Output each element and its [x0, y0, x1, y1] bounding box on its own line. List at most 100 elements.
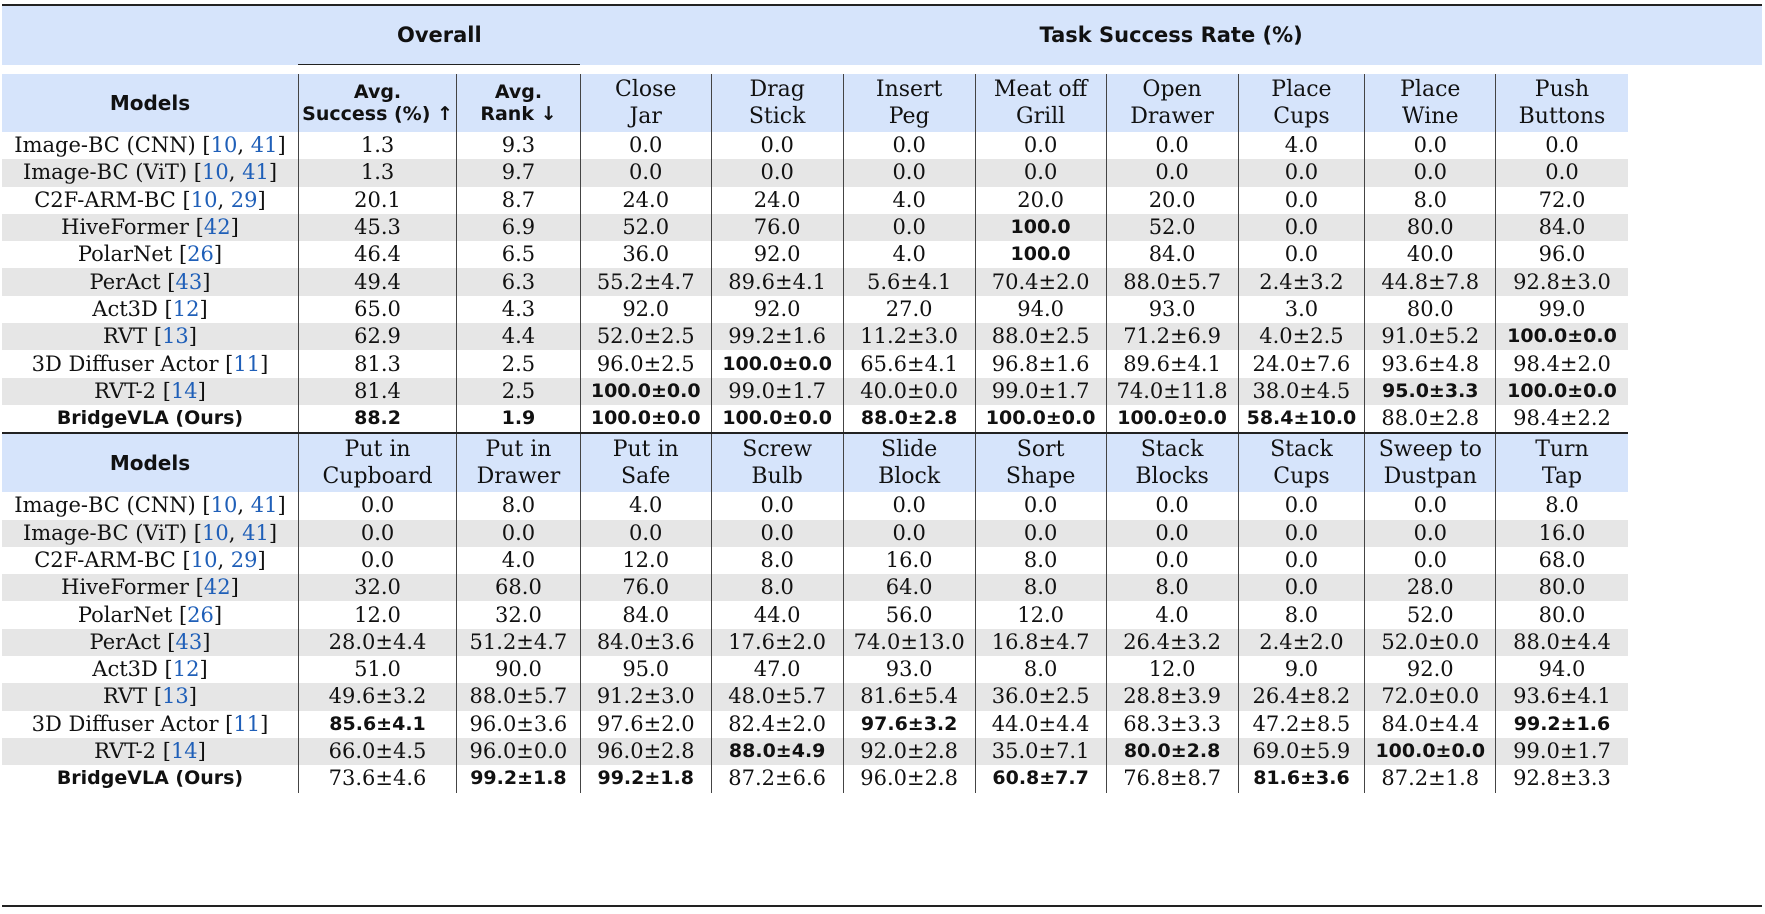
value-cell: 96.0±3.6 — [456, 710, 581, 738]
value-cell: 80.0 — [1364, 213, 1496, 242]
task-group-label: Task Success Rate (%) — [580, 6, 1762, 65]
value-cell: 0.0 — [579, 519, 712, 547]
task-column-header: Insert Peg — [842, 74, 976, 132]
table-row: HiveFormer [42] 45.3 6.9 52.0 76.0 0.0 100.0 52… — [2, 213, 1762, 242]
citation-link[interactable]: 10 — [210, 133, 238, 158]
value-cell: 84.0 — [579, 601, 712, 629]
model-name-cell: C2F-ARM-BC [10, 29] — [34, 548, 266, 572]
value-cell: 28.0 — [1364, 574, 1496, 602]
table-row: BridgeVLA (Ours) 88.2 1.9 100.0±0.0 100.0±0.… — [2, 404, 1762, 435]
value-cell: 68.0 — [456, 574, 581, 602]
citation-link[interactable]: 43 — [175, 269, 203, 294]
value-cell: 81.6±5.4 — [842, 683, 976, 711]
value-cell: 8.0 — [1105, 574, 1239, 602]
citation-link[interactable]: 11 — [233, 351, 261, 376]
value-cell: 100.0±0.0 — [710, 350, 844, 378]
value-cell: 1.3 — [297, 132, 457, 160]
value-cell: 100.0 — [974, 213, 1107, 242]
value-cell: 2.5 — [456, 350, 581, 378]
citation-link[interactable]: 10 — [190, 548, 218, 572]
value-cell: 12.0 — [974, 601, 1107, 629]
models-column-header: Models — [2, 74, 299, 132]
citation-link[interactable]: 43 — [175, 629, 203, 654]
value-cell: 73.6±4.6 — [297, 765, 457, 793]
value-cell: 0.0 — [297, 519, 457, 547]
value-cell: 88.0±5.7 — [456, 683, 581, 711]
task-column-header: Push Buttons — [1495, 74, 1628, 132]
value-cell: 55.2±4.7 — [579, 268, 712, 296]
table-row: RVT [13] 62.9 4.4 52.0±2.5 99.2±1.6 11.2±3.0 8… — [2, 323, 1762, 351]
value-cell: 87.2±6.6 — [710, 765, 844, 793]
citation-link[interactable]: 12 — [172, 296, 200, 321]
value-cell: 0.0 — [579, 132, 712, 160]
value-cell: 81.3 — [297, 350, 457, 378]
citation-link[interactable]: 10 — [210, 493, 238, 518]
model-name-cell: Act3D [12] — [92, 296, 208, 321]
value-cell: 6.9 — [456, 213, 581, 242]
citation-link[interactable]: 29 — [230, 187, 258, 212]
value-cell: 80.0 — [1495, 601, 1628, 629]
table-row: Image-BC (CNN) [10, 41] 0.0 8.0 4.0 0.0 0.0 0.… — [2, 492, 1762, 520]
value-cell: 17.6±2.0 — [710, 628, 844, 657]
value-cell: 0.0 — [842, 132, 976, 160]
value-cell: 36.0±2.5 — [974, 683, 1107, 711]
value-cell: 12.0 — [579, 546, 712, 575]
value-cell: 8.0 — [1364, 186, 1496, 214]
citation-link[interactable]: 42 — [203, 575, 231, 600]
value-cell: 80.0±2.8 — [1105, 737, 1239, 766]
citation-link[interactable]: 42 — [203, 215, 231, 240]
citation-link[interactable]: 14 — [170, 739, 198, 764]
table-row: PolarNet [26] 46.4 6.5 36.0 92.0 4.0 100.0 84.0… — [2, 241, 1762, 269]
citation-link[interactable]: 12 — [172, 657, 200, 682]
value-cell: 6.3 — [456, 268, 581, 296]
citation-link[interactable]: 41 — [242, 160, 269, 185]
value-cell: 8.0 — [974, 546, 1107, 575]
citation-link[interactable]: 14 — [170, 378, 198, 403]
value-cell: 1.3 — [297, 159, 457, 187]
value-cell: 9.0 — [1237, 656, 1365, 684]
value-cell: 49.6±3.2 — [297, 683, 457, 711]
citation-link[interactable]: 11 — [233, 711, 261, 736]
value-cell: 0.0 — [710, 519, 844, 547]
task-column-header: Slide Block — [842, 432, 976, 493]
value-cell: 74.0±13.0 — [842, 628, 976, 657]
citation-link[interactable]: 26 — [187, 242, 214, 267]
citation-link[interactable]: 13 — [162, 684, 189, 709]
model-name-cell: Image-BC (CNN) [10, 41] — [14, 133, 286, 158]
value-cell: 26.4±8.2 — [1237, 683, 1365, 711]
value-cell: 4.0 — [1105, 601, 1239, 629]
task-column-header: Drag Stick — [710, 74, 844, 132]
value-cell: 81.4 — [297, 377, 457, 405]
task-column-header: Place Wine — [1364, 74, 1496, 132]
value-cell: 12.0 — [297, 601, 457, 629]
citation-link[interactable]: 10 — [190, 187, 218, 212]
table-row: Image-BC (CNN) [10, 41] 1.3 9.3 0.0 0.0 0.0 0.… — [2, 132, 1762, 160]
value-cell: 40.0±0.0 — [842, 377, 976, 405]
model-name-cell: PolarNet [26] — [77, 242, 223, 267]
model-name-cell: Image-BC (ViT) [10, 41] — [2, 159, 299, 187]
value-cell: 91.0±5.2 — [1364, 323, 1496, 351]
citation-link[interactable]: 41 — [250, 133, 278, 158]
value-cell: 88.0±4.4 — [1495, 628, 1628, 657]
value-cell: 28.8±3.9 — [1105, 683, 1239, 711]
value-cell: 5.6±4.1 — [842, 268, 976, 296]
task-column-header: Sort Shape — [974, 432, 1107, 493]
value-cell: 0.0 — [1364, 132, 1496, 160]
citation-link[interactable]: 29 — [230, 548, 258, 572]
value-cell: 99.2±1.6 — [1495, 710, 1628, 738]
citation-link[interactable]: 10 — [201, 160, 229, 185]
citation-link[interactable]: 41 — [242, 520, 269, 545]
citation-link[interactable]: 41 — [250, 493, 278, 518]
value-cell: 0.0 — [1495, 159, 1628, 187]
value-cell: 60.8±7.7 — [974, 765, 1107, 793]
value-cell: 0.0 — [1364, 519, 1496, 547]
citation-link[interactable]: 26 — [187, 602, 214, 627]
citation-link[interactable]: 13 — [162, 324, 189, 349]
model-name-cell: 3D Diffuser Actor [11] — [31, 711, 269, 736]
value-cell: 32.0 — [456, 601, 581, 629]
task-column-header: Place Cups — [1237, 74, 1365, 132]
model-name-cell: C2F-ARM-BC [10, 29] — [34, 187, 266, 212]
value-cell: 93.6±4.1 — [1495, 683, 1628, 711]
citation-link[interactable]: 10 — [201, 520, 229, 545]
value-cell: 84.0±3.6 — [579, 628, 712, 657]
